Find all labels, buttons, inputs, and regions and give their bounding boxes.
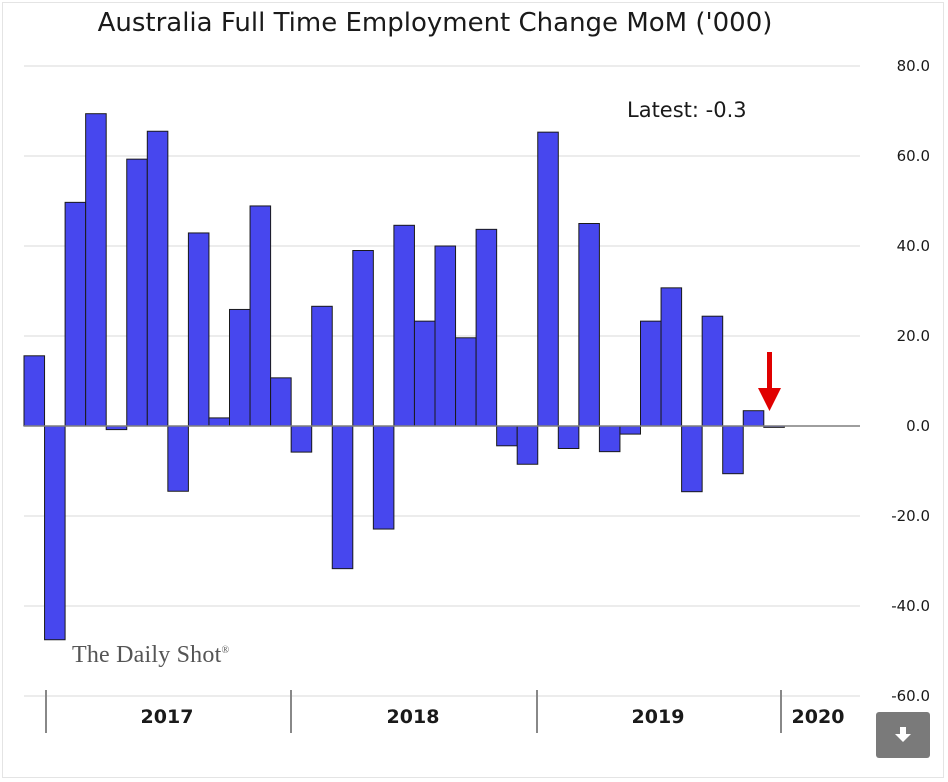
bar [249, 205, 272, 427]
bar [208, 417, 230, 427]
bar [578, 223, 600, 427]
bar [434, 245, 457, 427]
bar [167, 425, 189, 492]
x-year-label: 2018 [387, 706, 440, 728]
bar [85, 113, 107, 427]
y-tick-label: 80.0 [897, 57, 930, 75]
bar [598, 425, 621, 453]
bar [23, 355, 46, 427]
y-tick-label: -40.0 [891, 597, 930, 615]
y-tick-label: 60.0 [897, 147, 930, 165]
bar [537, 131, 559, 427]
chart-title: Australia Full Time Employment Change Mo… [97, 8, 773, 38]
y-tick-label: 20.0 [897, 327, 930, 345]
bar [311, 305, 333, 427]
highlight-arrow-icon [758, 352, 781, 411]
bar [496, 425, 518, 447]
bar [701, 315, 724, 427]
bar [516, 425, 539, 465]
bar [126, 158, 148, 427]
bar [742, 410, 765, 427]
bar [146, 130, 169, 427]
y-tick-label: -60.0 [891, 687, 930, 705]
bar [722, 425, 744, 475]
bar [393, 224, 415, 427]
bar [372, 425, 395, 530]
bar [640, 320, 662, 427]
bar [229, 308, 251, 427]
bar [270, 377, 292, 427]
x-year-label: 2020 [792, 706, 845, 728]
bar [352, 250, 374, 427]
bar [413, 320, 436, 427]
bar [331, 425, 354, 570]
x-year-label: 2017 [141, 706, 194, 728]
bar [557, 425, 580, 449]
bar [455, 337, 477, 427]
x-year-label: 2019 [632, 706, 685, 728]
bar [619, 425, 642, 435]
bar [187, 232, 210, 427]
bar [64, 201, 87, 427]
bar [44, 425, 66, 641]
bar [660, 287, 683, 427]
latest-annotation: Latest: -0.3 [627, 98, 747, 122]
watermark-logo: The Daily Shot® [72, 642, 230, 668]
download-button[interactable] [876, 712, 930, 758]
download-arrow-icon [895, 727, 911, 742]
y-tick-label: 0.0 [906, 417, 930, 435]
bar [290, 425, 313, 453]
bar [475, 228, 498, 427]
y-tick-label: -20.0 [891, 507, 930, 525]
y-tick-label: 40.0 [897, 237, 930, 255]
bar [681, 425, 703, 493]
